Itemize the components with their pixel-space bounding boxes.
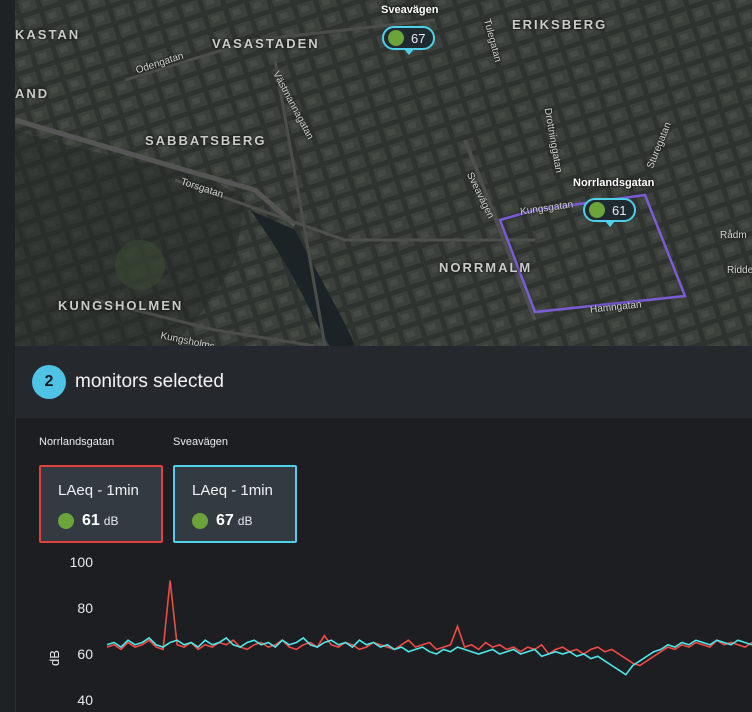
status-dot-icon	[388, 30, 404, 46]
monitored-area-polygon[interactable]	[498, 193, 687, 314]
marker-value: 67	[411, 30, 426, 46]
noise-level-chart[interactable]: dB 100 80 60 40	[15, 550, 752, 712]
district-label: VASASTADEN	[212, 36, 320, 51]
y-tick-label: 40	[77, 692, 93, 708]
district-label: AND	[15, 86, 50, 101]
district-label: NORRMALM	[439, 260, 533, 275]
reading-unit: dB	[103, 514, 119, 528]
left-sidebar-edge	[0, 0, 16, 712]
reading-value: 61	[82, 512, 100, 529]
street-label: Ridde	[727, 265, 752, 276]
selection-label: monitors selected	[75, 371, 224, 392]
district-label: KUNGSHOLMEN	[58, 298, 184, 313]
street-label: Rådm	[720, 230, 747, 241]
monitor-name-norrlandsgatan: Norrlandsgatan	[39, 436, 115, 448]
y-tick-label: 80	[77, 600, 93, 616]
marker-value: 61	[612, 202, 627, 218]
map-satellite-background	[15, 0, 752, 346]
district-label: KASTAN	[15, 27, 81, 42]
reading-value: 67	[216, 512, 234, 529]
map-marker-norrlandsgatan[interactable]: 61	[583, 198, 637, 227]
y-axis-label: dB	[47, 650, 62, 666]
y-tick-label: 60	[77, 646, 93, 662]
y-tick-label: 100	[70, 554, 94, 570]
reading-unit: dB	[237, 514, 253, 528]
metric-label: LAeq - 1min	[192, 482, 273, 499]
monitor-card-norrlandsgatan[interactable]: LAeq - 1min 61 dB	[39, 465, 163, 543]
metric-label: LAeq - 1min	[58, 482, 139, 499]
map-marker-sveavagen[interactable]: 67	[382, 26, 436, 55]
status-dot-icon	[58, 513, 74, 529]
marker-title-sveavagen: Sveavägen	[381, 4, 439, 16]
selection-header: 2 monitors selected	[15, 346, 752, 418]
selected-count-badge: 2	[32, 365, 66, 399]
marker-title-norrlandsgatan: Norrlandsgatan	[573, 177, 655, 189]
district-label: ERIKSBERG	[512, 17, 608, 32]
monitor-name-sveavagen: Sveavägen	[173, 436, 229, 448]
series-line	[106, 580, 752, 667]
series-line	[106, 636, 752, 676]
status-dot-icon	[192, 513, 208, 529]
map-view[interactable]: KASTAN VASASTADEN ERIKSBERG AND SABBATSB…	[15, 0, 752, 346]
monitor-card-sveavagen[interactable]: LAeq - 1min 67 dB	[173, 465, 297, 543]
district-label: SABBATSBERG	[145, 133, 267, 148]
status-dot-icon	[589, 202, 605, 218]
